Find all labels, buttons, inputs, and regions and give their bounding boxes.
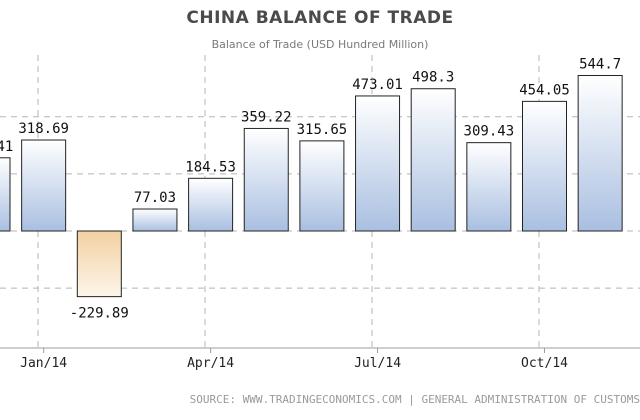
data-label-layer: 256.41 318.69 -229.89 77.03 184.53 359.22 315.… — [0, 56, 621, 321]
x-tick-layer: Jan/14 Apr/14 Jul/14 Oct/14 — [20, 348, 568, 371]
x-tick-label: Jul/14 — [354, 356, 401, 371]
data-label: 256.41 — [0, 139, 13, 155]
bar-aug-14 — [410, 88, 456, 232]
data-label: 309.43 — [464, 124, 515, 140]
x-tick-label: Jan/14 — [20, 356, 67, 371]
bar-oct-14 — [522, 100, 567, 232]
x-tick-label: Oct/14 — [521, 356, 568, 371]
data-label: 454.05 — [519, 82, 570, 98]
bar-dec-13 — [0, 157, 11, 232]
bar-sep-14 — [466, 142, 512, 232]
bar-layer — [0, 74, 623, 298]
data-label: -229.89 — [70, 306, 129, 322]
data-label: 184.53 — [185, 159, 236, 175]
data-label: 473.01 — [352, 77, 403, 93]
data-label: 315.65 — [297, 122, 348, 138]
bar-may-14 — [243, 127, 289, 232]
x-tick-label: Apr/14 — [187, 356, 234, 371]
data-label: 498.3 — [412, 70, 454, 86]
bar-jul-14 — [355, 95, 401, 232]
data-label: 318.69 — [18, 121, 69, 137]
chart-subtitle: Balance of Trade (USD Hundred Million) — [211, 38, 429, 51]
data-label: 359.22 — [241, 109, 292, 125]
bar-feb-14 — [76, 230, 122, 298]
data-label: 544.7 — [579, 56, 621, 72]
bar-jun-14 — [299, 140, 345, 232]
source-note: SOURCE: WWW.TRADINGECONOMICS.COM | GENER… — [189, 393, 640, 406]
chart-title: CHINA BALANCE OF TRADE — [186, 8, 454, 28]
bar-mar-14 — [132, 208, 178, 232]
bar-apr-14 — [188, 177, 234, 232]
bar-jan-14 — [21, 139, 67, 232]
bar-nov-14 — [577, 74, 623, 232]
data-label: 77.03 — [134, 190, 176, 206]
